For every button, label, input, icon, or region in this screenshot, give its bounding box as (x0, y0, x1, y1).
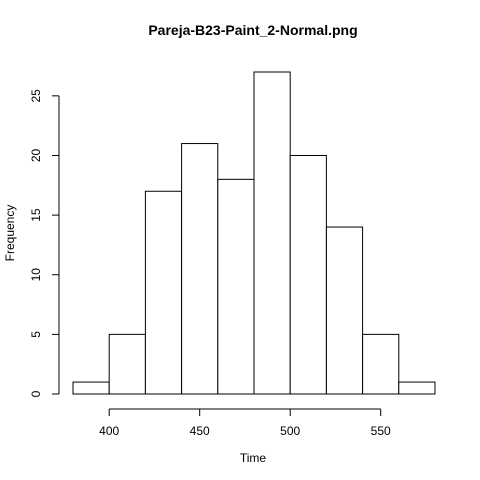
bars-group (72, 71, 436, 395)
histogram-bar-8 (362, 333, 400, 395)
y-tick-label-0: 0 (29, 390, 43, 397)
histogram-bar-9 (398, 381, 436, 395)
histogram-bar-0 (72, 381, 110, 395)
x-axis: 400 450 500 550 (99, 408, 391, 438)
chart-title: Pareja-B23-Paint_2-Normal.png (148, 22, 357, 38)
histogram-bar-4 (217, 178, 255, 395)
histogram-bar-7 (325, 226, 364, 395)
histogram-bar-6 (289, 154, 327, 395)
y-tick-label-15: 15 (29, 208, 43, 222)
x-tick-label-400: 400 (99, 424, 119, 438)
y-tick-label-25: 25 (29, 89, 43, 103)
y-tick-label-20: 20 (29, 148, 43, 162)
x-axis-label: Time (240, 451, 267, 465)
x-tick-label-500: 500 (280, 424, 300, 438)
y-tick-label-10: 10 (29, 268, 43, 282)
y-axis: 0 5 10 15 20 25 (29, 89, 60, 397)
x-tick-label-450: 450 (190, 424, 210, 438)
histogram-bar-3 (181, 143, 219, 395)
x-tick-label-550: 550 (371, 424, 391, 438)
y-tick-label-5: 5 (29, 331, 43, 338)
histogram-bar-2 (144, 190, 183, 395)
histogram-bar-5 (253, 71, 291, 395)
histogram-bar-1 (108, 333, 146, 395)
y-axis-label: Frequency (3, 205, 17, 262)
